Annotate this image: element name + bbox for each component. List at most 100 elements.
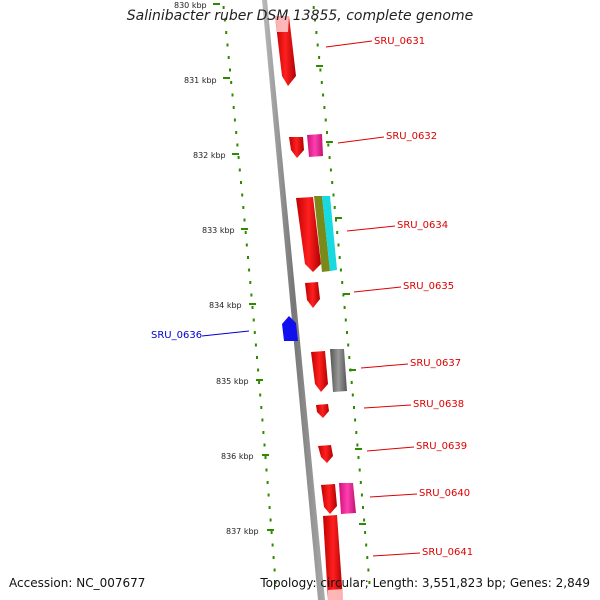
scale-label-830kbp: 830 kbp xyxy=(174,1,207,10)
tick-dot xyxy=(241,193,244,197)
tick-dot xyxy=(242,206,245,209)
gene-SRU_0640[interactable] xyxy=(321,483,356,514)
tick-dot xyxy=(357,456,360,459)
tick-dot xyxy=(264,456,267,459)
tick-dot xyxy=(270,531,273,534)
tick-dot xyxy=(231,93,234,97)
topology-text: Topology: circular; Length: 3,551,823 bp… xyxy=(260,576,590,590)
tick-dot xyxy=(248,268,251,272)
tick-dot xyxy=(351,393,354,397)
scale-label-837kbp: 837 kbp xyxy=(226,527,259,536)
tick-dot xyxy=(259,393,262,397)
tick-dot xyxy=(314,18,316,22)
tick-dot xyxy=(240,181,242,184)
tick-dot xyxy=(324,118,327,122)
tick-dot xyxy=(348,356,351,359)
tick-dot xyxy=(235,131,238,134)
tick-dot xyxy=(328,156,331,159)
tick-dot xyxy=(318,56,321,59)
gene-label-SRU_0636[interactable]: SRU_0636 xyxy=(151,330,202,341)
scale-label-831kbp: 831 kbp xyxy=(184,76,217,85)
tick-dot xyxy=(327,143,330,147)
tick-dot xyxy=(366,556,369,559)
tick-dot xyxy=(363,518,366,522)
right-tick-track xyxy=(312,6,371,584)
gene-SRU_0641[interactable] xyxy=(323,515,343,600)
tick-dot xyxy=(322,93,325,97)
tick-dot xyxy=(233,118,236,122)
tick-dot xyxy=(364,531,367,534)
gene-label-SRU_0635[interactable]: SRU_0635 xyxy=(403,281,454,292)
map-title: Salinibacter ruber DSM 13855, complete g… xyxy=(126,8,474,24)
left-tick-track xyxy=(222,6,277,584)
scale-label-836kbp: 836 kbp xyxy=(221,452,254,461)
genome-backbone xyxy=(262,0,325,600)
gene-SRU_0631[interactable] xyxy=(275,16,296,86)
scale-label-834kbp: 834 kbp xyxy=(209,301,242,310)
gene-SRU_0634[interactable] xyxy=(296,196,337,272)
tick-dot xyxy=(331,181,334,184)
tick-dot xyxy=(268,506,271,509)
tick-dot xyxy=(326,131,328,134)
tick-dot xyxy=(332,193,335,197)
gene-label-SRU_0632[interactable]: SRU_0632 xyxy=(386,131,437,142)
tick-dot xyxy=(320,81,323,84)
tick-dot xyxy=(245,243,248,247)
tick-dot xyxy=(237,156,240,159)
accession-text: Accession: NC_007677 xyxy=(9,576,146,590)
tick-dot xyxy=(261,418,264,422)
tick-dot xyxy=(256,356,258,359)
tick-dot xyxy=(344,318,347,322)
gene-SRU_0639[interactable] xyxy=(318,445,333,463)
label-leaders xyxy=(201,40,421,557)
gene-label-SRU_0640[interactable]: SRU_0640 xyxy=(419,488,470,499)
tick-dot xyxy=(243,218,246,222)
major-ticks xyxy=(213,3,366,531)
tick-dot xyxy=(335,218,337,222)
gene-SRU_0636[interactable] xyxy=(282,316,298,341)
tick-dot xyxy=(353,406,355,409)
gene-SRU_0638[interactable] xyxy=(316,404,329,418)
gene-label-SRU_0638[interactable]: SRU_0638 xyxy=(413,399,464,410)
tick-dot xyxy=(333,206,336,209)
tick-dot xyxy=(252,318,255,322)
tick-dot xyxy=(346,331,348,334)
tick-dot xyxy=(272,556,275,559)
tick-dot xyxy=(266,481,269,484)
tick-dot xyxy=(222,6,225,9)
tick-dot xyxy=(319,68,322,72)
tick-dot xyxy=(247,256,249,259)
tick-dot xyxy=(354,418,357,422)
scale-label-833kbp: 833 kbp xyxy=(202,226,235,235)
tick-dot xyxy=(236,143,239,147)
tick-dot xyxy=(365,543,368,547)
gene-SRU_0635[interactable] xyxy=(305,282,320,308)
tick-dot xyxy=(267,493,270,497)
gene-label-SRU_0631[interactable]: SRU_0631 xyxy=(374,36,425,47)
tick-dot xyxy=(249,281,252,284)
tick-dot xyxy=(368,581,371,584)
tick-dot xyxy=(229,68,231,72)
tick-dot xyxy=(269,518,272,522)
scale-label-835kbp: 835 kbp xyxy=(216,377,249,386)
tick-dot xyxy=(262,431,265,434)
tick-dot xyxy=(329,168,332,172)
gene-label-SRU_0639[interactable]: SRU_0639 xyxy=(416,441,467,452)
tick-dot xyxy=(358,468,361,472)
tick-dot xyxy=(339,268,342,272)
tick-dot xyxy=(274,581,277,584)
tick-dot xyxy=(343,306,346,309)
gene-SRU_0632[interactable] xyxy=(289,134,323,158)
tick-dot xyxy=(341,281,344,284)
tick-dot xyxy=(254,343,257,347)
tick-dot xyxy=(232,106,235,109)
gene-SRU_0637[interactable] xyxy=(311,349,347,392)
tick-dot xyxy=(338,256,341,259)
tick-dot xyxy=(253,331,256,334)
gene-label-SRU_0634[interactable]: SRU_0634 xyxy=(397,220,448,231)
gene-label-SRU_0641[interactable]: SRU_0641 xyxy=(422,547,473,558)
tick-dot xyxy=(223,18,226,22)
tick-dot xyxy=(244,231,247,234)
gene-label-SRU_0637[interactable]: SRU_0637 xyxy=(410,358,461,369)
